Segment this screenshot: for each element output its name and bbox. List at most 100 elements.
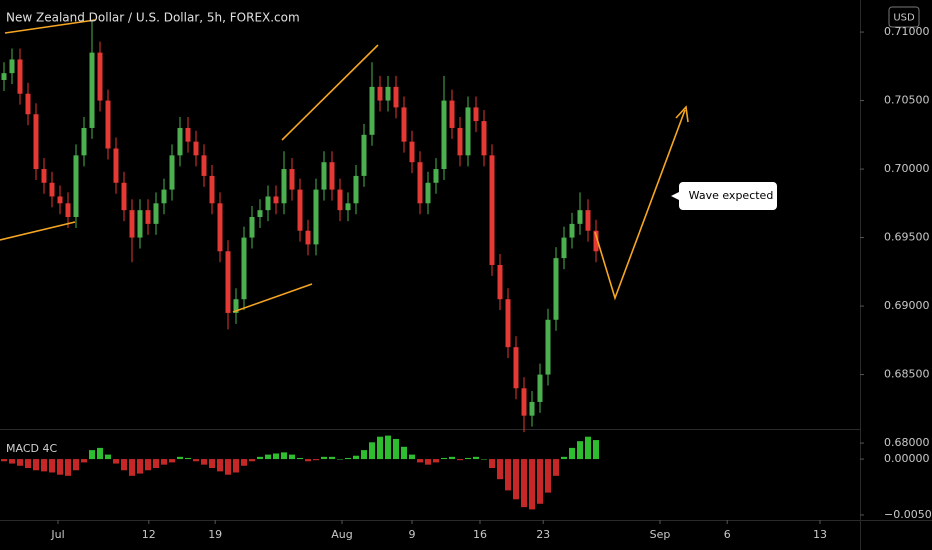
candle-body (193, 141, 199, 156)
arrow-head (675, 105, 689, 123)
candle-body (345, 203, 351, 211)
histogram-bar (473, 456, 479, 460)
candle-body (377, 86, 383, 101)
histogram-bar (369, 442, 375, 460)
histogram-bar (1, 459, 7, 462)
histogram-bar (281, 452, 287, 460)
histogram-bar (561, 456, 567, 460)
histogram-bar (465, 457, 471, 460)
candle-body (545, 319, 551, 375)
histogram-bar (121, 459, 127, 471)
y-tick-label: 0.69000 (884, 299, 930, 312)
candle-body (369, 86, 375, 135)
histogram-bar (25, 459, 31, 469)
wave-path (594, 109, 686, 301)
histogram-bar (545, 459, 551, 493)
candle-body (289, 169, 295, 190)
candle-body (145, 210, 151, 224)
y-tick-label: 0.70500 (884, 94, 930, 107)
candle-body (33, 114, 39, 170)
candle-body (25, 93, 31, 115)
candle-body (265, 196, 271, 211)
histogram-bar (449, 456, 455, 460)
candle-body (401, 107, 407, 142)
drawings (0, 19, 689, 313)
candle-body (561, 237, 567, 259)
candle-body (433, 169, 439, 183)
candle-body (353, 175, 359, 204)
candle-body (569, 223, 575, 238)
histogram-bar (89, 450, 95, 460)
candle-body (217, 203, 223, 252)
histogram-bar (217, 459, 223, 472)
candle-body (497, 264, 503, 300)
candle-body (17, 59, 23, 94)
candle-body (121, 182, 127, 211)
y-tick-label: 0.00000 (884, 452, 930, 465)
histogram-bar (273, 453, 279, 460)
histogram-bar (17, 459, 23, 466)
candle-body (49, 182, 55, 197)
candle-body (409, 141, 415, 163)
histogram-bar (393, 438, 399, 460)
candle-body (97, 52, 103, 101)
histogram-bar (569, 447, 575, 460)
candle-body (489, 155, 495, 265)
candle-body (153, 203, 159, 224)
candle-body (385, 86, 391, 101)
candle-body (321, 162, 327, 190)
x-tick-label: 9 (409, 528, 416, 541)
histogram-bar (505, 459, 511, 491)
trend-line (232, 283, 313, 313)
histogram-bar (33, 459, 39, 471)
candle-body (249, 217, 255, 238)
candle-body (281, 169, 287, 204)
candle-body (137, 210, 143, 238)
currency-label[interactable]: USD (893, 13, 915, 24)
trend-line (0, 221, 76, 241)
candle-body (449, 100, 455, 128)
candle-body (9, 59, 15, 74)
y-tick-label: 0.68000 (884, 436, 930, 449)
x-tick-label: Jul (50, 528, 64, 541)
histogram-bar (489, 459, 495, 469)
histogram-bar (305, 459, 311, 462)
x-tick-label: 23 (536, 528, 550, 541)
y-tick-label: 0.71000 (884, 25, 930, 38)
histogram-bar (521, 459, 527, 508)
candle-body (185, 127, 191, 142)
histogram-bar (537, 459, 543, 504)
candle-body (57, 196, 63, 204)
candle-body (481, 121, 487, 156)
candle-body (1, 73, 7, 81)
histogram-bar (529, 459, 535, 510)
candle-body (417, 162, 423, 204)
x-tick-label: Sep (650, 528, 671, 541)
candle-body (361, 134, 367, 176)
histogram-bar (345, 457, 351, 460)
candle-body (233, 299, 239, 313)
histogram-bar (329, 456, 335, 460)
histogram-bar (377, 436, 383, 460)
currency-box[interactable] (888, 6, 920, 28)
histogram-bar (353, 455, 359, 460)
trend-line (281, 44, 379, 141)
histogram-bar (129, 459, 135, 476)
histogram-bar (41, 459, 47, 472)
x-tick-label: 13 (813, 528, 827, 541)
histogram-bar (233, 459, 239, 473)
histogram-bar (417, 459, 423, 463)
y-tick-label: 0.69500 (884, 231, 930, 244)
x-tick-label: 12 (142, 528, 156, 541)
candle-body (81, 127, 87, 156)
annotation-text: Wave expected (689, 189, 774, 202)
histogram-bar (209, 459, 215, 469)
candle-body (225, 251, 231, 313)
histogram-bar (249, 459, 255, 462)
histogram-bar (401, 446, 407, 460)
candle-body (337, 189, 343, 211)
candle-body (177, 127, 183, 156)
histogram-bar (577, 441, 583, 460)
histogram-bar (241, 459, 247, 466)
